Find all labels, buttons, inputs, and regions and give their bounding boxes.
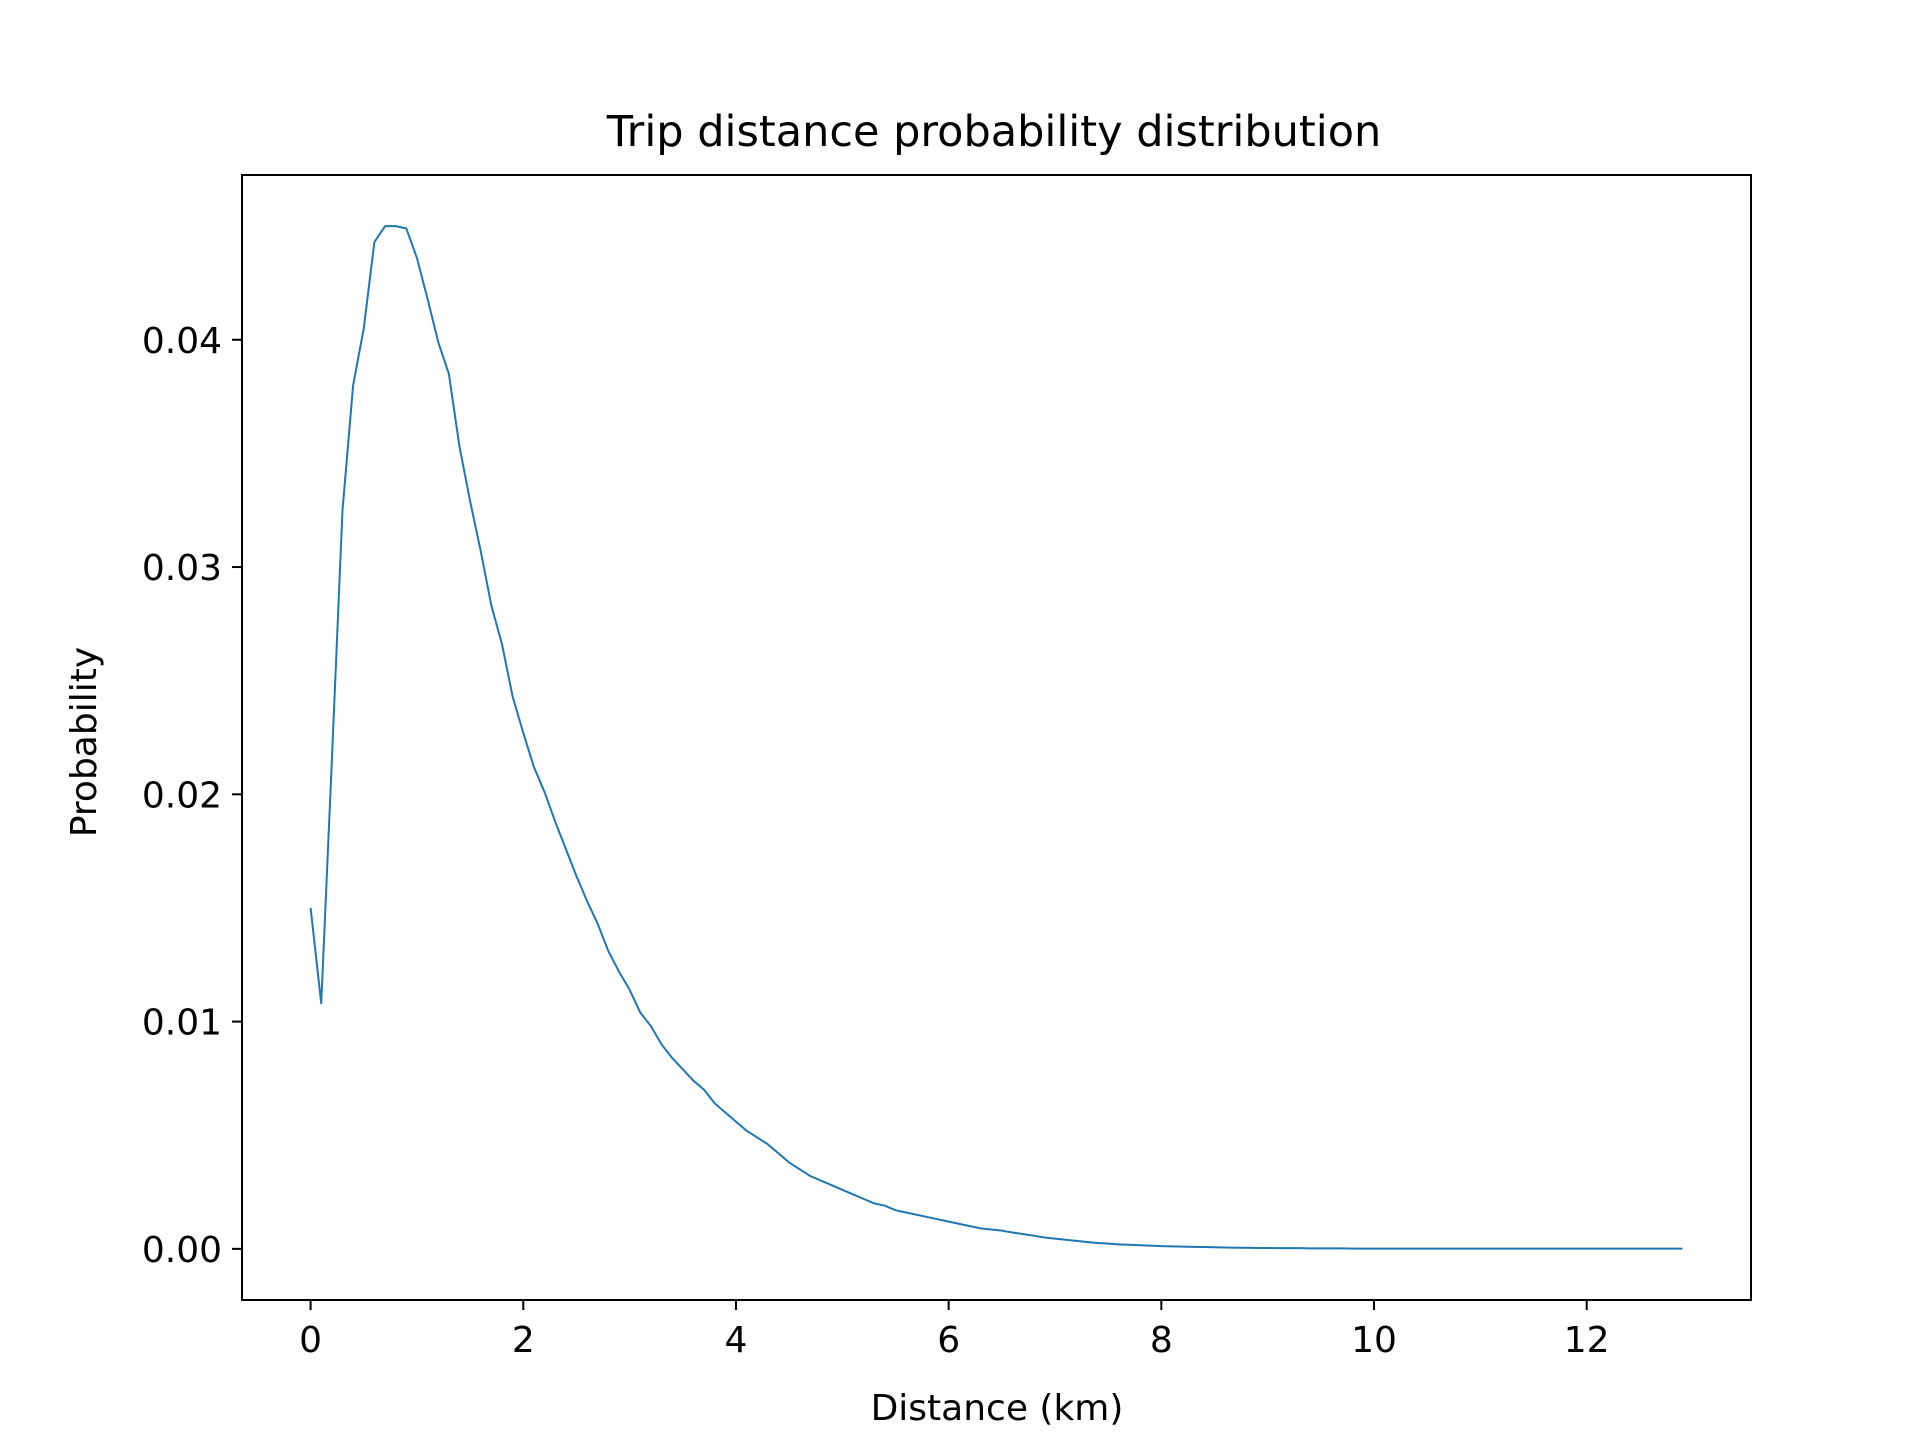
x-tick-label: 10 <box>1351 1320 1397 1361</box>
series-line-0 <box>309 225 1683 1250</box>
y-axis: 0.00 0.01 0.02 0.03 0.04 <box>142 321 242 1271</box>
x-tick-label: 0 <box>299 1320 322 1361</box>
axes-frame <box>241 174 1752 1301</box>
y-tick-label: 0.01 <box>142 1003 222 1044</box>
y-axis-label: Probability <box>64 647 105 837</box>
x-axis-label: Distance (km) <box>871 1388 1124 1429</box>
y-tick-label: 0.00 <box>142 1230 222 1271</box>
x-tick-label: 4 <box>725 1320 748 1361</box>
y-tick-label: 0.02 <box>142 775 222 816</box>
x-tick-label: 2 <box>512 1320 535 1361</box>
x-tick-label: 12 <box>1564 1320 1610 1361</box>
plot-area <box>309 225 1683 1250</box>
x-axis: 0 2 4 6 8 10 12 <box>299 1300 1610 1361</box>
chart-title: Trip distance probability distribution <box>606 107 1382 157</box>
y-tick-label: 0.04 <box>142 321 222 362</box>
x-tick-label: 6 <box>937 1320 960 1361</box>
x-tick-label: 8 <box>1150 1320 1173 1361</box>
y-tick-label: 0.03 <box>142 548 222 589</box>
